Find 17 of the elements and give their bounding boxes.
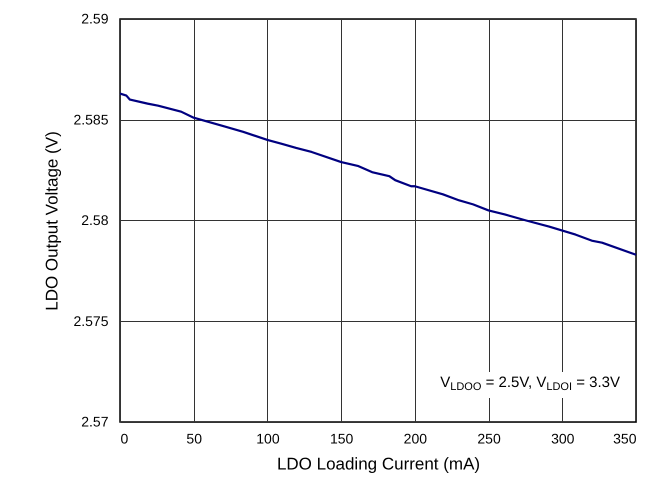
x-tick-label: 150 [330,430,354,446]
annotation: V$_{LDOO}$ = 2.5V, V$_{LDOI}$ = 3.3V [440,373,620,395]
y-axis-title: LDO Output Voltage (V) [42,131,62,311]
y-tick-label: 2.575 [73,312,109,329]
x-axis-title: LDO Loading Current (mA) [276,454,480,474]
x-tick-label: 250 [477,430,501,446]
x-tick-label: 100 [256,430,280,446]
x-tick-label: 50 [186,430,202,446]
line-series [118,92,638,256]
x-tick-label: 350 [613,430,637,446]
y-tick-label: 2.57 [81,414,109,430]
x-tick-label: 300 [551,430,575,446]
y-tick-label: 2.59 [81,10,109,26]
y-tick-label: 2.585 [73,111,109,128]
x-tick-label: 0 [120,430,128,446]
x-tick-label: 200 [404,430,428,446]
y-tick-label: 2.58 [81,212,109,228]
